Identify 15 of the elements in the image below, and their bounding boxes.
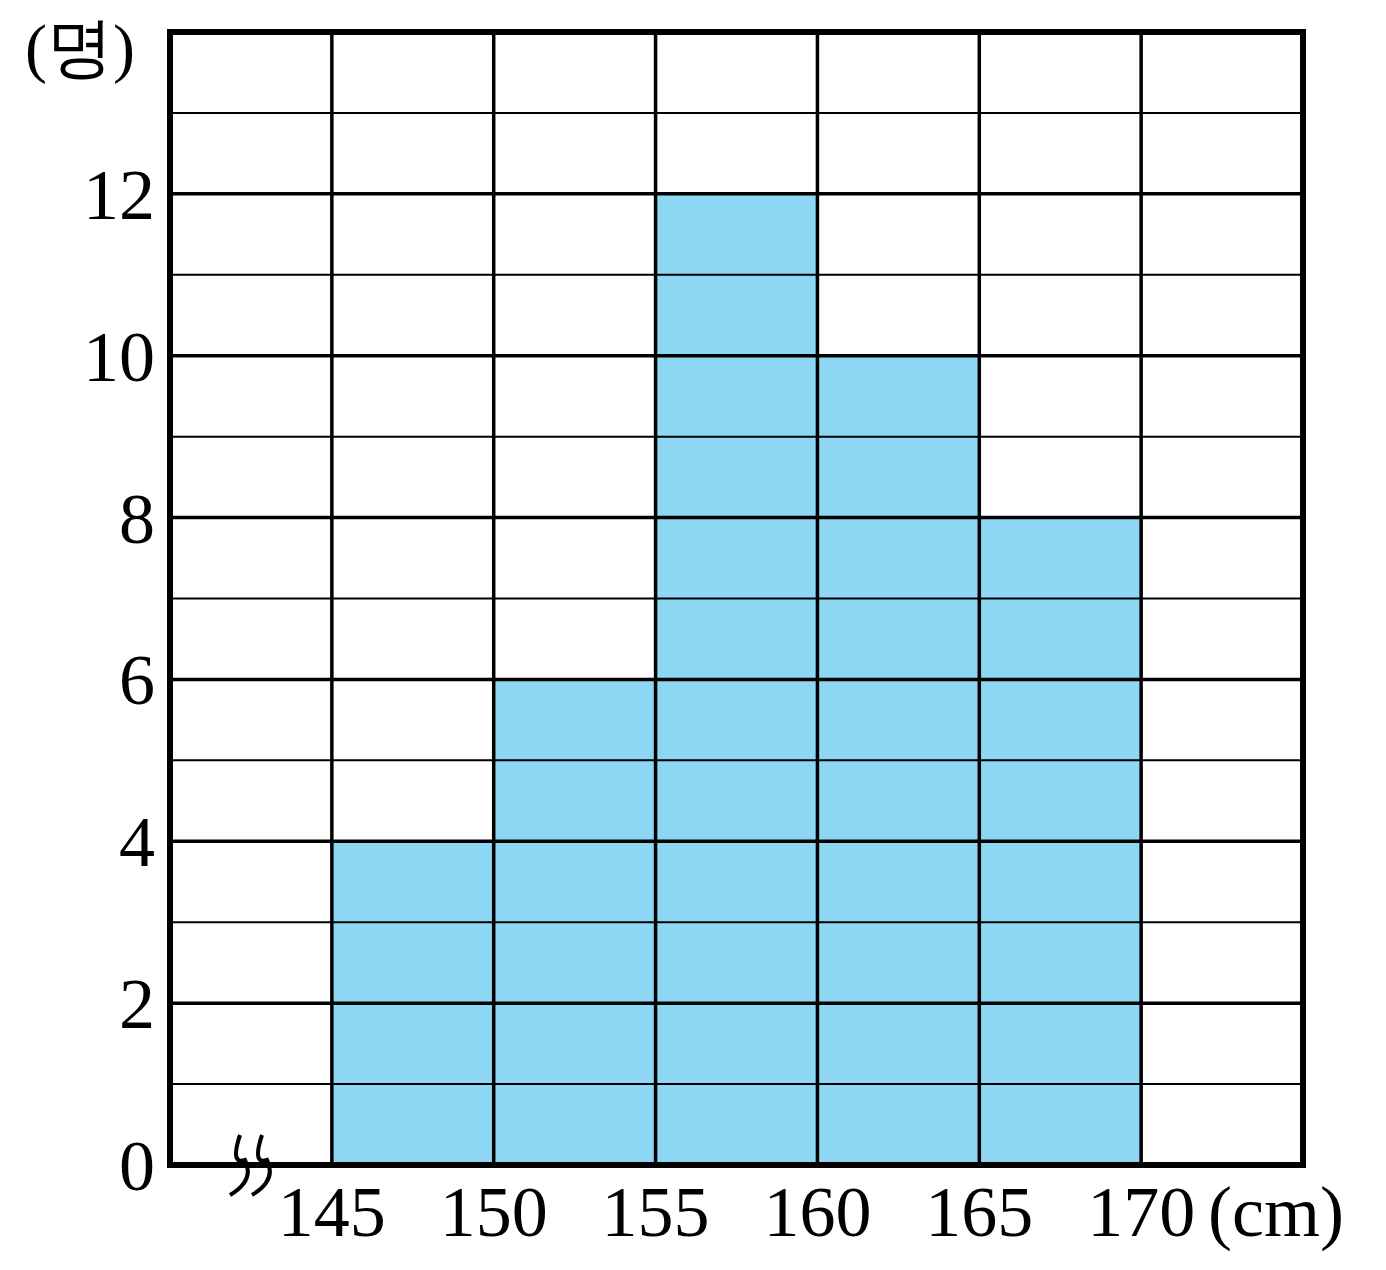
x-tick-label: 150 (439, 1172, 548, 1252)
x-tick-label: 165 (925, 1172, 1034, 1252)
y-axis-title: (명) (25, 11, 135, 85)
y-tick-label: 2 (119, 964, 155, 1045)
x-tick-label: 170 (1087, 1172, 1196, 1252)
x-tick-label: 155 (601, 1172, 710, 1252)
y-tick-label: 8 (119, 478, 155, 559)
y-tick-label: 12 (83, 154, 155, 235)
y-tick-label: 0 (119, 1126, 155, 1206)
x-axis-title: (cm) (1208, 1172, 1344, 1252)
x-tick-label: 160 (763, 1172, 872, 1252)
y-tick-label: 10 (83, 316, 155, 397)
y-tick-label: 6 (119, 640, 155, 721)
y-tick-label: 4 (119, 802, 155, 883)
x-tick-label: 145 (277, 1172, 386, 1252)
